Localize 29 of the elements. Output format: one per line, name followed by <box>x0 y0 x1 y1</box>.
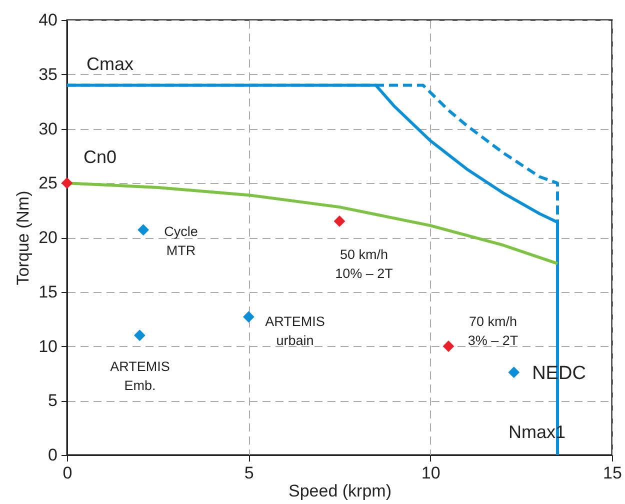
y-tick-label: 35 <box>38 64 58 84</box>
annotation: Cycle MTR <box>164 224 198 258</box>
point <box>508 366 520 378</box>
y-tick-label: 20 <box>38 228 58 247</box>
x-tick-label: 5 <box>244 464 254 482</box>
point <box>334 215 346 227</box>
point <box>61 177 73 189</box>
annotation: Cn0 <box>83 147 117 167</box>
annotation: Cmax <box>86 54 134 74</box>
annotation: ARTEMIS urbain <box>265 314 325 348</box>
x-tick-label: 0 <box>62 464 72 482</box>
annotation: 50 km/h 10% – 2T <box>335 247 393 281</box>
y-tick-label: 15 <box>38 282 58 302</box>
x-tick-label: 15 <box>603 464 622 482</box>
point <box>242 311 254 323</box>
x-tick-label: 10 <box>421 464 440 482</box>
y-tick-label: 40 <box>38 10 58 30</box>
annotation: 70 km/h 3% – 2T <box>468 314 518 348</box>
y-tick-label: 30 <box>38 119 58 138</box>
point <box>134 330 146 342</box>
x-axis-title: Speed (krpm) <box>288 482 392 500</box>
y-axis-title: Torque (Nm) <box>14 190 33 286</box>
point <box>442 340 454 352</box>
y-tick-label: 25 <box>38 174 58 193</box>
y-tick-label: 10 <box>38 336 58 356</box>
y-tick-label: 0 <box>48 446 58 464</box>
y-tick-label: 5 <box>48 391 58 410</box>
annotation: ARTEMIS Emb. <box>110 359 170 393</box>
point <box>138 224 149 236</box>
